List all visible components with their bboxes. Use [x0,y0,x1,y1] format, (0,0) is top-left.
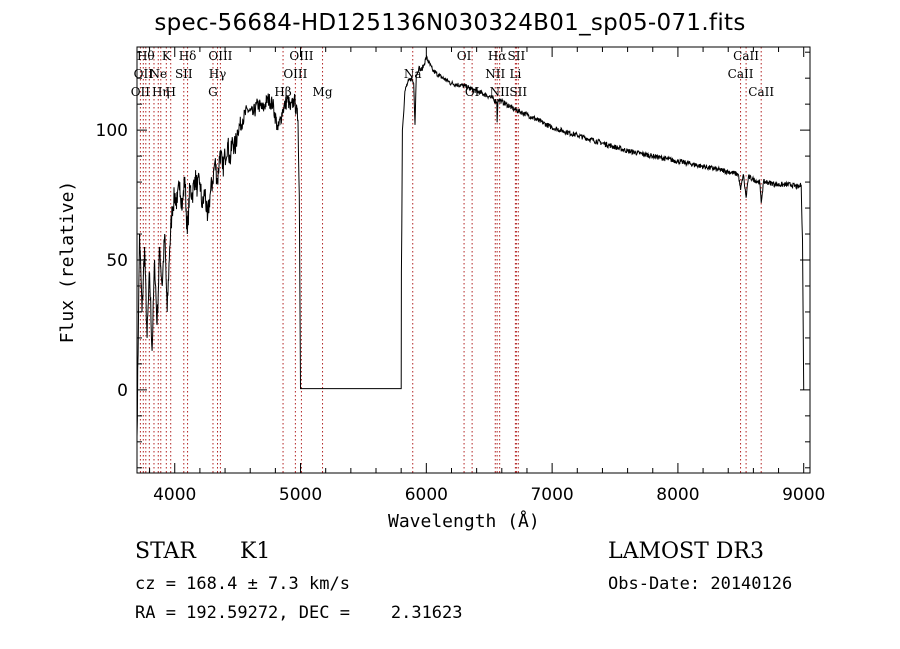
x-tick-label: 6000 [405,485,448,505]
line-label: K [162,49,172,63]
object-subclass: K1 [240,539,271,564]
line-label: Ne [149,67,167,81]
x-axis-label: Wavelength (Å) [388,511,540,532]
line-label: OII [131,85,151,99]
x-tick-label: 4000 [153,485,196,505]
line-label: OIII [289,49,313,63]
line-label: Hη [152,85,170,99]
line-markers [139,47,762,473]
line-label: G [208,85,218,99]
line-label: Na [404,67,422,81]
coordinates-text: RA = 192.59272, DEC = 2.31623 [135,603,463,623]
line-label: Hδ [179,49,197,63]
axes: 4000 5000 6000 7000 8000 9000 0 50 100 [96,46,825,505]
line-label: Hγ [209,67,227,81]
line-label: OIII [283,67,307,81]
line-label: SII [509,85,527,99]
line-labels: OIIOIIHθNeHηKHSIIHδGHγOIIIHβOIIIOIIIMgNa… [131,49,775,99]
line-label: CaII [748,85,774,99]
x-tick-label: 5000 [279,485,322,505]
survey-name: LAMOST DR3 [608,539,764,564]
plot-frame [136,46,811,474]
obs-date-text: Obs-Date: 20140126 [608,574,793,594]
object-class: STAR [135,539,196,564]
y-tick-label: 50 [106,251,128,271]
x-tick-label: 9000 [782,485,825,505]
line-label: Li [509,67,521,81]
line-label: OIII [208,49,232,63]
line-label: Mg [313,85,333,99]
line-label: OI [457,49,472,63]
spectrum-series [136,54,805,437]
line-label: Hβ [274,85,291,99]
y-tick-label: 0 [117,381,128,401]
line-label: OII [134,67,154,81]
line-label: Hα [488,49,507,63]
line-label: H [165,85,175,99]
redshift-text: cz = 168.4 ± 7.3 km/s [135,574,350,594]
line-label: CaII [733,49,759,63]
line-label: Hθ [137,49,155,63]
spectrum-line [136,54,805,437]
line-label: NII [485,67,505,81]
y-tick-label: 100 [96,121,128,141]
y-axis-label: Flux (relative) [57,181,78,344]
line-label: SII [508,49,526,63]
x-tick-label: 8000 [656,485,699,505]
line-label: NII [490,85,510,99]
line-label: OI [465,85,480,99]
x-tick-label: 7000 [530,485,573,505]
chart-title: spec-56684-HD125136N030324B01_sp05-071.f… [154,10,746,36]
line-label: SII [175,67,193,81]
line-label: CaII [728,67,754,81]
